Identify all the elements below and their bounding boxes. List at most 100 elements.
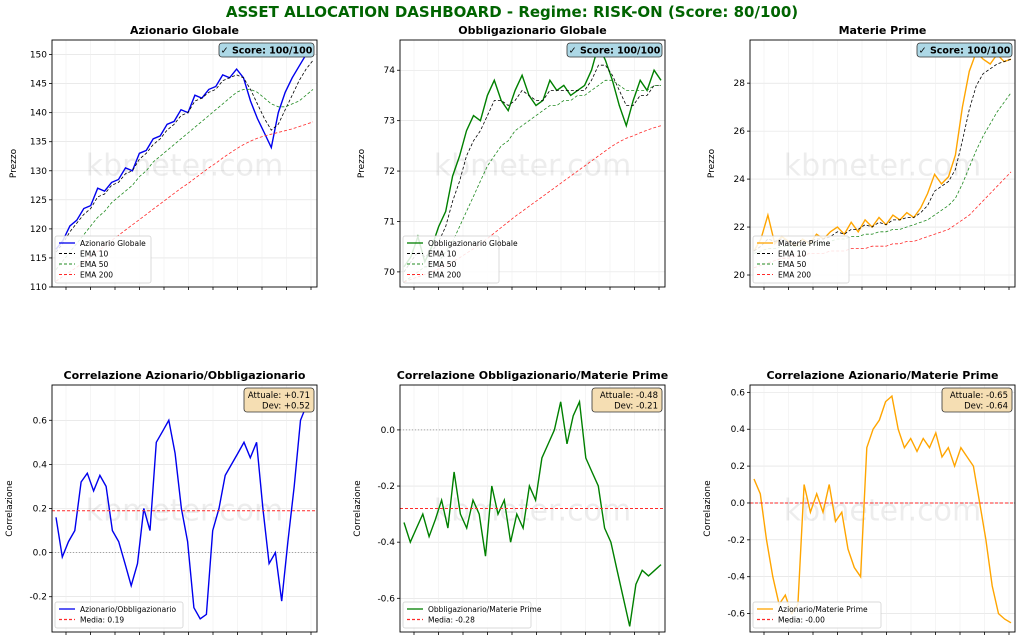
- series-line-ema50: [55, 89, 314, 270]
- y-tick-label: -0.2: [377, 482, 395, 492]
- y-tick-label: -0.4: [727, 573, 745, 583]
- stats-line: Attuale: -0.48: [600, 391, 658, 401]
- y-tick-label: 150: [30, 51, 47, 61]
- legend-label: Obbligazionario Globale: [428, 239, 518, 248]
- legend-box: [752, 601, 882, 629]
- plot-frame: [51, 384, 318, 633]
- legend-label: Azionario Globale: [80, 239, 146, 248]
- chart-title: Obbligazionario Globale: [458, 24, 606, 37]
- plot-frame: [749, 39, 1016, 288]
- y-tick-label: 0.0: [731, 499, 746, 509]
- watermark: kbmeter.com: [434, 149, 632, 184]
- score-badge-label: ✓ Score: 100/100: [919, 46, 1011, 57]
- y-tick-label: 145: [30, 80, 47, 90]
- score-badge-label: ✓ Score: 100/100: [221, 46, 313, 57]
- y-tick-label: 20: [734, 271, 746, 281]
- y-tick-label: 110: [30, 283, 47, 293]
- y-tick-label: 0.4: [731, 425, 746, 435]
- legend-label: Media: 0.19: [80, 616, 124, 625]
- legend-label: Obbligazionario/Materie Prime: [428, 605, 542, 614]
- y-tick-label: 72: [384, 167, 395, 177]
- y-tick-label: 26: [734, 127, 746, 137]
- series-line-price: [55, 45, 314, 250]
- y-tick-label: 28: [734, 79, 746, 89]
- plot-frame: [399, 39, 666, 288]
- y-tick-label: 24: [734, 175, 746, 185]
- stats-box: [243, 387, 315, 413]
- y-tick-label: -0.4: [377, 538, 395, 548]
- y-tick-label: 74: [384, 66, 396, 76]
- chart-panel-2: Obbligazionario Globale Prezzo 70 71 72 73 74 k…: [357, 24, 666, 290]
- y-axis-label: Correlazione: [5, 480, 15, 537]
- series-line-ema10: [753, 58, 1012, 252]
- legend-label: Materie Prime: [778, 239, 831, 248]
- series-line-corr: [403, 399, 662, 627]
- legend-label: EMA 200: [778, 271, 811, 280]
- series-line-ema10: [55, 60, 314, 253]
- y-tick-label: 0.2: [731, 462, 745, 472]
- legend-box: [402, 235, 500, 284]
- stats-line: Dev: +0.52: [262, 402, 310, 412]
- y-tick-label: 135: [30, 138, 47, 148]
- legend-label: EMA 200: [80, 271, 113, 280]
- chart-panel-6: Correlazione Azionario/Materie Prime Corr…: [703, 369, 1016, 635]
- y-axis-label: Prezzo: [357, 148, 367, 178]
- plot-frame: [749, 384, 1016, 633]
- stats-line: Attuale: -0.65: [950, 391, 1008, 401]
- stats-line: Dev: -0.64: [964, 402, 1008, 412]
- stats-line: Attuale: +0.71: [248, 391, 310, 401]
- y-axis-label: Prezzo: [707, 148, 717, 178]
- watermark: kbmeter.com: [434, 494, 632, 529]
- y-tick-label: 120: [30, 225, 47, 235]
- legend-label: EMA 10: [80, 250, 108, 259]
- series-line-ema10: [403, 64, 661, 273]
- dashboard-title: ASSET ALLOCATION DASHBOARD - Regime: RIS…: [225, 3, 799, 21]
- chart-panel-1: Azionario Globale Prezzo 110 115 120 125 130 13…: [9, 24, 318, 293]
- chart-title: Correlazione Obbligazionario/Materie Pri…: [397, 369, 668, 382]
- legend-box: [54, 601, 184, 629]
- y-tick-label: 71: [384, 217, 395, 227]
- series-line-price: [403, 42, 662, 268]
- y-tick-label: 115: [30, 254, 47, 264]
- series-line-ema200: [753, 171, 1012, 269]
- chart-panel-3: Materie PrimePrezzo2022242628kbmeter.com…: [707, 24, 1016, 290]
- chart-title: Azionario Globale: [130, 24, 239, 37]
- y-tick-label: 0.6: [731, 388, 746, 398]
- legend-label: Azionario/Materie Prime: [778, 605, 868, 614]
- watermark: kbmeter.com: [784, 494, 982, 529]
- score-badge: [218, 42, 315, 58]
- chart-panel-5: Correlazione Obbligazionario/Materie Pri…: [353, 369, 668, 635]
- score-badge-label: ✓ Score: 100/100: [569, 46, 661, 57]
- plot-frame: [399, 384, 666, 633]
- y-tick-label: 73: [384, 117, 395, 127]
- legend-label: EMA 200: [428, 271, 461, 280]
- plot-frame: [51, 39, 318, 288]
- y-axis-label: Correlazione: [353, 480, 363, 537]
- stats-line: Dev: -0.21: [614, 402, 658, 412]
- stats-box: [591, 387, 663, 413]
- watermark: kbmeter.com: [86, 149, 284, 184]
- legend-label: EMA 50: [428, 260, 456, 269]
- y-tick-label: 0.0: [33, 549, 48, 559]
- series-line-ema50: [753, 92, 1012, 254]
- y-tick-label: -0.2: [29, 593, 47, 603]
- chart-title: Materie Prime: [839, 24, 927, 37]
- legend-label: Media: -0.28: [428, 616, 475, 625]
- y-tick-label: 125: [30, 196, 47, 206]
- y-tick-label: 140: [30, 109, 47, 119]
- chart-title: Correlazione Azionario/Materie Prime: [766, 369, 998, 382]
- legend-label: Media: -0.00: [778, 616, 825, 625]
- y-tick-label: 0.2: [33, 505, 47, 515]
- legend-box: [752, 235, 850, 284]
- legend-label: Azionario/Obbligazionario: [80, 605, 176, 614]
- legend-label: EMA 10: [428, 250, 456, 259]
- y-axis-label: Prezzo: [9, 148, 19, 178]
- y-tick-label: 130: [30, 167, 47, 177]
- y-tick-label: -0.2: [727, 536, 745, 546]
- chart-panel-4: Correlazione Azionario/Obbligazionario Co…: [5, 369, 318, 635]
- y-tick-label: 0.6: [33, 416, 48, 426]
- score-badge: [566, 42, 663, 58]
- legend-label: EMA 50: [80, 260, 108, 269]
- legend-box: [402, 601, 532, 629]
